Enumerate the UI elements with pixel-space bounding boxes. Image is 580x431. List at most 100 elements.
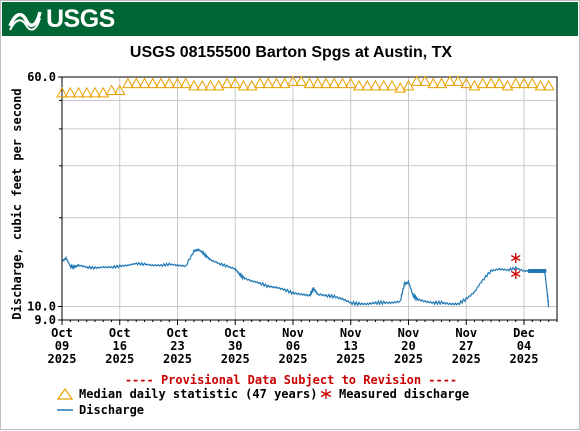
median-marker bbox=[353, 79, 365, 91]
usgs-logo-text: USGS bbox=[46, 4, 115, 33]
median-marker bbox=[80, 86, 93, 98]
plot-area bbox=[62, 77, 557, 320]
measured-marker bbox=[510, 268, 521, 279]
provisional-note: ---- Provisional Data Subject to Revisio… bbox=[124, 373, 458, 387]
median-marker bbox=[196, 79, 209, 91]
median-marker bbox=[237, 79, 250, 91]
x-tick-label: Oct bbox=[109, 326, 131, 340]
x-tick-label: 30 bbox=[228, 339, 242, 353]
median-marker bbox=[188, 79, 200, 91]
legend-label-median: Median daily statistic (47 years) bbox=[79, 387, 318, 401]
median-marker bbox=[221, 77, 233, 89]
usgs-banner: USGS bbox=[2, 2, 578, 36]
asterisk-icon bbox=[320, 389, 332, 399]
usgs-wave-icon bbox=[8, 11, 42, 31]
x-tick-label: Oct bbox=[51, 326, 73, 340]
median-marker bbox=[361, 79, 374, 91]
x-tick-label: 09 bbox=[55, 339, 69, 353]
median-marker bbox=[526, 77, 539, 89]
median-marker bbox=[410, 75, 423, 86]
x-tick-label: Oct bbox=[224, 326, 246, 340]
x-tick-label: Nov bbox=[455, 326, 477, 340]
median-marker bbox=[311, 77, 324, 89]
median-marker bbox=[344, 77, 357, 89]
median-marker bbox=[179, 77, 192, 89]
median-marker bbox=[295, 75, 308, 86]
median-marker bbox=[113, 84, 126, 95]
measured-marker bbox=[510, 253, 521, 264]
x-tick-label: 06 bbox=[286, 339, 300, 353]
median-marker bbox=[320, 77, 332, 89]
median-marker bbox=[485, 77, 497, 89]
median-marker bbox=[64, 86, 77, 98]
median-marker bbox=[122, 77, 134, 89]
x-tick-label: 2025 bbox=[510, 352, 539, 366]
x-tick-label: 27 bbox=[459, 339, 473, 353]
median-marker bbox=[262, 77, 275, 89]
y-tick-label: 10.0 bbox=[27, 300, 56, 314]
y-tick-label: 9.0 bbox=[34, 313, 56, 327]
x-tick-label: 2025 bbox=[221, 352, 250, 366]
median-marker bbox=[435, 77, 448, 89]
legend-label-discharge: Discharge bbox=[79, 403, 145, 417]
median-marker bbox=[56, 86, 68, 98]
median-marker bbox=[245, 79, 258, 91]
median-marker bbox=[452, 75, 464, 86]
x-tick-label: 16 bbox=[113, 339, 127, 353]
median-marker bbox=[130, 77, 143, 89]
x-tick-label: 2025 bbox=[163, 352, 192, 366]
x-tick-label: Nov bbox=[398, 326, 420, 340]
median-marker bbox=[97, 86, 110, 98]
median-marker bbox=[386, 79, 398, 91]
median-marker bbox=[146, 77, 159, 89]
x-tick-label: 23 bbox=[170, 339, 184, 353]
median-marker bbox=[212, 79, 225, 91]
triangle-icon bbox=[57, 388, 73, 400]
x-tick-label: 20 bbox=[401, 339, 415, 353]
median-marker bbox=[468, 79, 481, 91]
median-marker bbox=[460, 77, 473, 89]
median-marker bbox=[394, 82, 407, 93]
median-marker bbox=[402, 79, 415, 91]
x-tick-label: 2025 bbox=[336, 352, 365, 366]
median-marker bbox=[493, 77, 506, 89]
chart-title: USGS 08155500 Barton Spgs at Austin, TX bbox=[129, 44, 453, 61]
median-marker bbox=[138, 77, 151, 89]
median-marker bbox=[501, 79, 514, 91]
x-tick-label: 2025 bbox=[279, 352, 308, 366]
median-marker bbox=[443, 75, 456, 86]
legend-item-measured: Measured discharge bbox=[319, 387, 469, 401]
discharge-series-line bbox=[61, 247, 550, 308]
x-tick-label: 2025 bbox=[452, 352, 481, 366]
x-tick-label: 2025 bbox=[48, 352, 77, 366]
x-tick-label: Nov bbox=[340, 326, 362, 340]
legend-item-discharge: Discharge bbox=[57, 403, 144, 417]
median-marker bbox=[303, 77, 316, 89]
median-marker bbox=[328, 77, 341, 89]
x-tick-label: Nov bbox=[282, 326, 304, 340]
median-marker bbox=[542, 79, 555, 91]
median-marker bbox=[229, 77, 242, 89]
x-tick-label: Oct bbox=[167, 326, 189, 340]
median-marker bbox=[155, 77, 167, 89]
usgs-logo[interactable]: USGS bbox=[8, 4, 115, 33]
median-marker bbox=[427, 77, 440, 89]
x-tick-label: 04 bbox=[517, 339, 531, 353]
median-marker bbox=[278, 77, 291, 89]
median-marker bbox=[163, 77, 176, 89]
x-tick-label: 2025 bbox=[105, 352, 134, 366]
x-tick-label: Dec bbox=[513, 326, 535, 340]
median-marker bbox=[377, 79, 390, 91]
median-marker bbox=[476, 77, 489, 89]
median-marker bbox=[534, 79, 547, 91]
median-marker bbox=[369, 79, 382, 91]
median-marker bbox=[204, 79, 217, 91]
median-marker bbox=[105, 84, 118, 95]
median-marker bbox=[171, 77, 184, 89]
legend-item-median: Median daily statistic (47 years) bbox=[57, 387, 317, 401]
median-marker bbox=[72, 86, 85, 98]
median-marker bbox=[287, 75, 299, 86]
median-marker bbox=[270, 77, 283, 89]
line-swatch-icon bbox=[57, 409, 73, 411]
